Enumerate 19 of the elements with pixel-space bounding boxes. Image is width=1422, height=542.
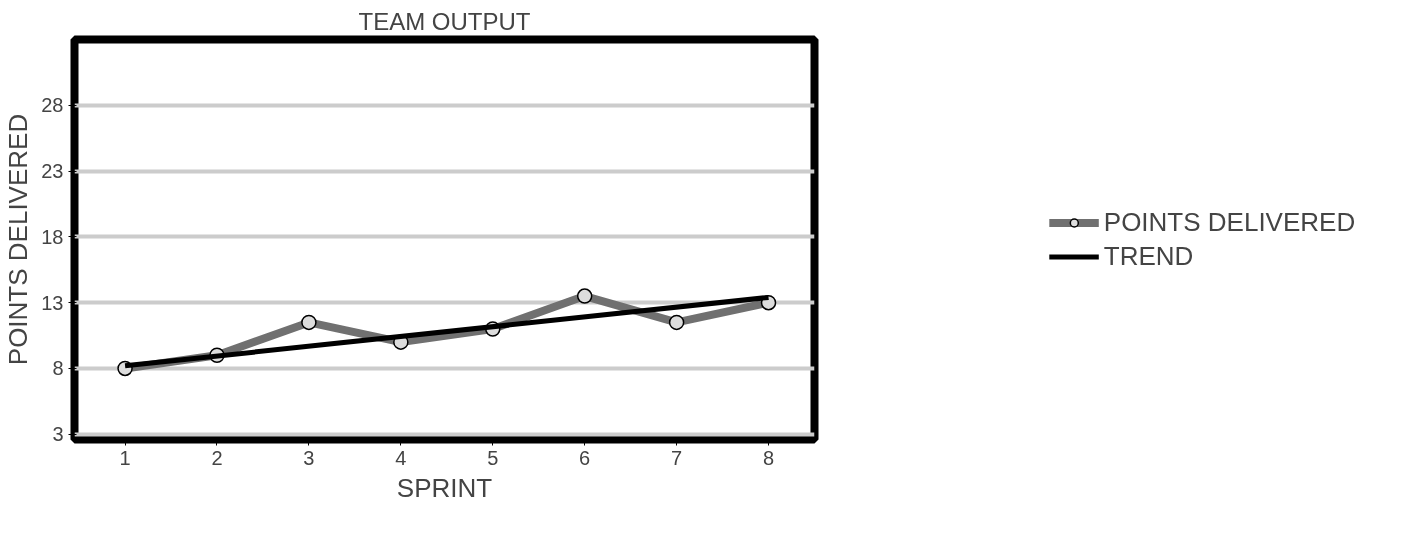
x-tick-label: 1	[119, 446, 131, 469]
x-tick-label: 7	[671, 446, 683, 469]
x-axis-title: SPRINT	[396, 472, 493, 503]
legend-label: TREND	[1103, 240, 1194, 272]
chart-title: TEAM OUTPUT	[358, 7, 531, 35]
x-tick-label: 6	[579, 446, 591, 469]
x-tick-label: 8	[762, 446, 775, 469]
y-tick-label: 13	[41, 291, 64, 314]
legend-label: POINTS DELIVERED	[1103, 206, 1356, 238]
y-tick-label: 18	[41, 225, 64, 248]
x-tick-label: 4	[395, 446, 407, 469]
x-tick-label: 5	[487, 446, 499, 469]
y-tick-label: 8	[52, 357, 64, 380]
y-tick-label: 28	[41, 94, 64, 117]
y-tick-label: 23	[41, 160, 64, 183]
x-tick-label: 3	[303, 446, 315, 469]
y-axis-title: POINTS DELIVERED	[3, 113, 34, 366]
y-tick-label: 3	[52, 423, 64, 446]
x-tick-label: 2	[211, 446, 223, 469]
